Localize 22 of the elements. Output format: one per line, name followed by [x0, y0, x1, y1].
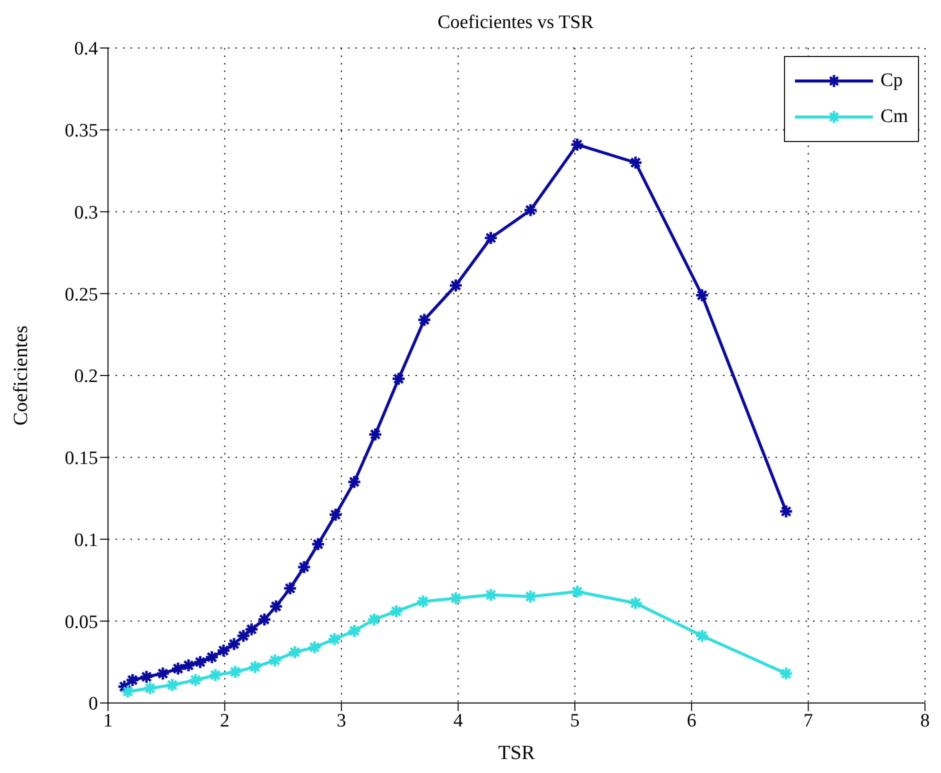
legend-label: Cm [880, 106, 908, 128]
legend-label: Cp [880, 70, 903, 92]
y-tick-label: 0.1 [74, 530, 98, 551]
x-tick-label: 1 [103, 710, 113, 732]
x-axis-title: TSR [498, 742, 536, 764]
x-tick-label: 4 [453, 710, 464, 732]
y-tick-label: 0.05 [64, 612, 98, 633]
x-tick-label: 2 [220, 710, 230, 732]
chart-title: Coeficientes vs TSR [436, 11, 594, 35]
y-tick-label: 0 [88, 694, 98, 715]
y-tick-label: 0.4 [74, 38, 98, 60]
x-tick-label: 8 [920, 710, 930, 732]
y-tick-label: 0.15 [64, 448, 98, 470]
y-tick-label: 0.3 [74, 202, 98, 224]
y-tick-label: 0.25 [64, 284, 98, 306]
y-tick-label: 0.35 [64, 120, 98, 142]
x-tick-label: 5 [570, 710, 580, 732]
x-tick-label: 7 [804, 710, 814, 732]
x-tick-label: 3 [336, 710, 346, 732]
y-tick-label: 0.2 [74, 366, 98, 388]
y-axis-title: Coeficientes [10, 325, 32, 426]
x-tick-label: 6 [686, 710, 696, 732]
